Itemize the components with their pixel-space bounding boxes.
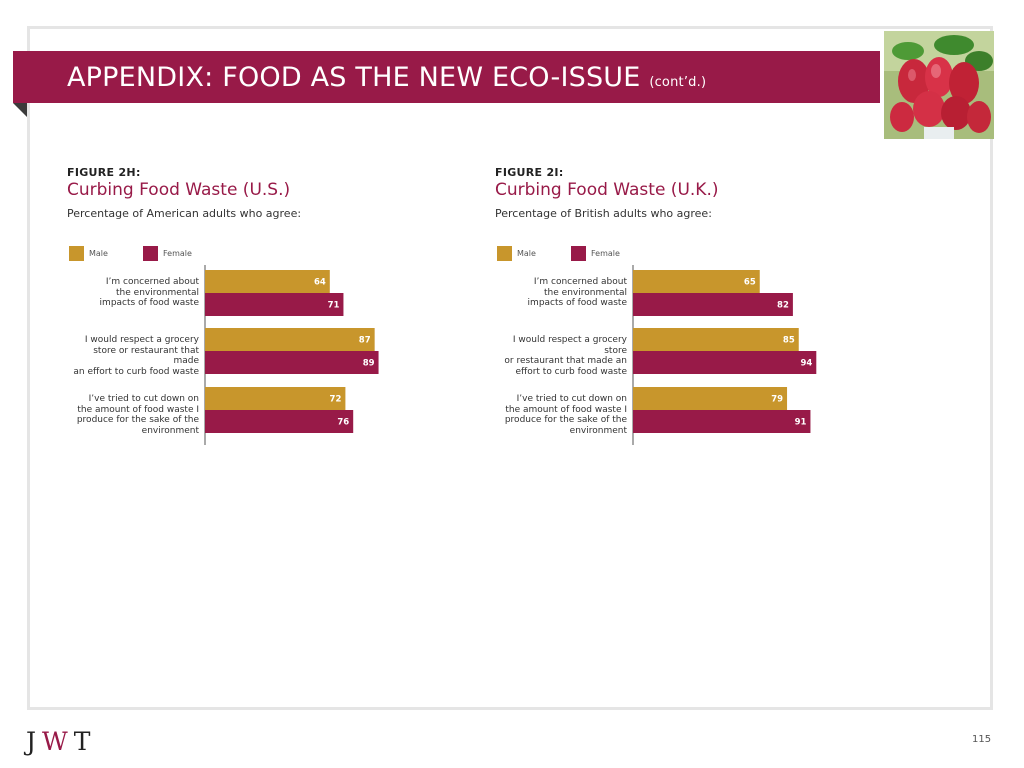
category-label-line: I would respect a grocery (84, 335, 199, 345)
category-label-line: effort to curb food waste (515, 366, 627, 377)
category-label: I would respect a grocery store or restau… (495, 335, 627, 377)
jwt-logo: JWT (26, 727, 96, 756)
category-label: I’m concerned about the environmental impa… (495, 277, 627, 309)
category-label-line: I’m concerned about (533, 277, 627, 287)
category-label-line: environment (569, 425, 627, 436)
bar-female (205, 351, 379, 374)
title-banner: APPENDIX: FOOD AS THE NEW ECO-ISSUE (con… (13, 51, 880, 103)
banner-fold (13, 103, 27, 117)
data-label: 94 (800, 359, 812, 369)
bar-male (633, 328, 799, 351)
data-label: 85 (783, 336, 795, 346)
bar-female (633, 351, 817, 374)
category-label-line: an effort to curb food waste (73, 366, 199, 377)
slide-frame (27, 26, 993, 710)
bar-male (633, 270, 760, 293)
category-label-line: produce for the sake of the (504, 415, 627, 425)
category-label: I’ve tried to cut down on the amount of f… (495, 394, 627, 436)
data-label: 72 (330, 395, 342, 405)
figure-2h-panel: FIGURE 2H: Curbing Food Waste (U.S.) Per… (67, 160, 487, 460)
category-label-line: environment (141, 425, 199, 436)
category-label: I’m concerned about the environmental impa… (67, 277, 199, 309)
category-label-line: the environmental (116, 287, 199, 298)
category-label: I’ve tried to cut down on the amount of f… (67, 394, 199, 436)
legend-label-male: Male (517, 249, 536, 258)
logo-letter-t: T (73, 727, 97, 756)
category-label-line: impacts of food waste (99, 298, 199, 308)
page-number: 115 (972, 734, 992, 745)
logo-letter-w: W (42, 727, 74, 756)
logo-letter-j: J (26, 727, 43, 756)
legend-label-female: Female (163, 249, 192, 258)
data-label: 65 (744, 278, 756, 288)
category-label-line: or restaurant that made an (504, 356, 627, 366)
bar-female (205, 410, 354, 433)
legend-swatch-male (497, 246, 512, 261)
category-label-line: I’m concerned about (105, 277, 199, 287)
data-label: 91 (795, 418, 807, 428)
page-title-text: APPENDIX: FOOD AS THE NEW ECO-ISSUE (67, 62, 641, 93)
category-label-line: the amount of food waste I (77, 404, 199, 415)
data-label: 87 (359, 336, 371, 346)
category-label-line: impacts of food waste (527, 298, 627, 308)
page-title: APPENDIX: FOOD AS THE NEW ECO-ISSUE (con… (67, 62, 706, 93)
chart-subtitle: Percentage of British adults who agree: (495, 207, 712, 220)
data-label: 64 (314, 278, 326, 288)
data-label: 71 (328, 301, 340, 311)
chart-subtitle: Percentage of American adults who agree: (67, 207, 302, 220)
data-label: 89 (363, 359, 375, 369)
radish-photo (884, 31, 994, 139)
category-label: I would respect a grocery store or restau… (67, 335, 199, 377)
bar-male (205, 328, 375, 351)
data-label: 76 (337, 418, 349, 428)
category-label-line: the environmental (544, 287, 627, 298)
bar-female (633, 293, 793, 316)
category-label-line: store or restaurant that made (93, 345, 199, 367)
page-title-suffix: (cont’d.) (649, 75, 707, 90)
category-label-line: I’ve tried to cut down on (88, 394, 199, 404)
category-label-line: the amount of food waste I (505, 404, 627, 415)
legend-swatch-female (571, 246, 586, 261)
category-label-line: I’ve tried to cut down on (516, 394, 627, 404)
bar-chart: 64 71 87 89 72 76 (204, 265, 379, 445)
bar-chart: 65 82 85 94 79 91 (632, 265, 817, 445)
bar-male (633, 387, 788, 410)
data-label: 82 (777, 301, 789, 311)
bar-female (633, 410, 811, 433)
chart-title: Curbing Food Waste (U.S.) (67, 180, 291, 200)
radish-illustration (884, 31, 994, 139)
category-label-line: produce for the sake of the (76, 415, 199, 425)
bar-female (205, 293, 344, 316)
legend-swatch-female (143, 246, 158, 261)
legend-label-female: Female (591, 249, 620, 258)
bar-male (205, 387, 346, 410)
chart-title: Curbing Food Waste (U.K.) (495, 180, 719, 200)
legend-label-male: Male (89, 249, 108, 258)
figure-2i-panel: FIGURE 2I: Curbing Food Waste (U.K.) Per… (495, 160, 915, 460)
data-label: 79 (771, 395, 783, 405)
figure-label: FIGURE 2H: (67, 166, 141, 179)
bar-male (205, 270, 330, 293)
figure-label: FIGURE 2I: (495, 166, 564, 179)
legend-swatch-male (69, 246, 84, 261)
category-label-line: I would respect a grocery store (512, 335, 627, 356)
